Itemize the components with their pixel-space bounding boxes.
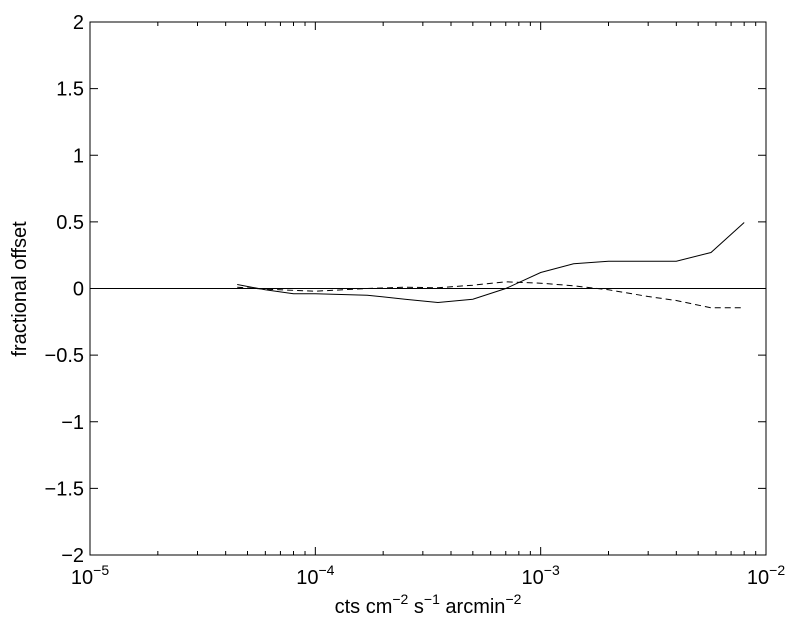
y-tick-label: 2 — [73, 12, 84, 34]
x-axis-label-unit-cm: cts cm — [335, 596, 393, 618]
x-tick-labels: 10−5 10−4 10−3 10−2 — [71, 562, 785, 589]
y-tick-label: −1 — [61, 412, 84, 434]
y-tick-label: 1 — [73, 145, 84, 167]
y-tick-label: −0.5 — [45, 345, 84, 367]
x-axis-label-exp-arcmin: −2 — [505, 591, 521, 607]
y-tick-label: 1.5 — [56, 79, 84, 101]
y-tick-label: −1.5 — [45, 478, 84, 500]
series-line-solid — [237, 222, 745, 304]
x-tick-label: 10−4 — [296, 562, 334, 589]
plot-frame — [89, 21, 767, 556]
x-axis-label-unit-arcmin: arcmin — [440, 596, 506, 618]
series-group — [237, 222, 745, 309]
series-line-dashed — [237, 281, 745, 309]
x-tick-label: 10−2 — [747, 562, 785, 589]
x-tick-label: 10−3 — [522, 562, 560, 589]
y-tick-label: 0.5 — [56, 212, 84, 234]
x-axis-label-unit-s: s — [408, 596, 424, 618]
x-axis-label-exp-s: −1 — [424, 591, 440, 607]
y-tick-labels: 2 1.5 1 0.5 0 −0.5 −1 −1.5 −2 — [45, 12, 84, 567]
y-tick-label: 0 — [73, 279, 84, 301]
x-tick-label: 10−5 — [71, 562, 109, 589]
y-tick-label: −2 — [61, 545, 84, 567]
x-axis-label: cts cm−2 s−1 arcmin−2 — [335, 591, 522, 618]
x-axis-label-exp-cm: −2 — [392, 591, 408, 607]
y-axis-label: fractional offset — [9, 221, 31, 357]
